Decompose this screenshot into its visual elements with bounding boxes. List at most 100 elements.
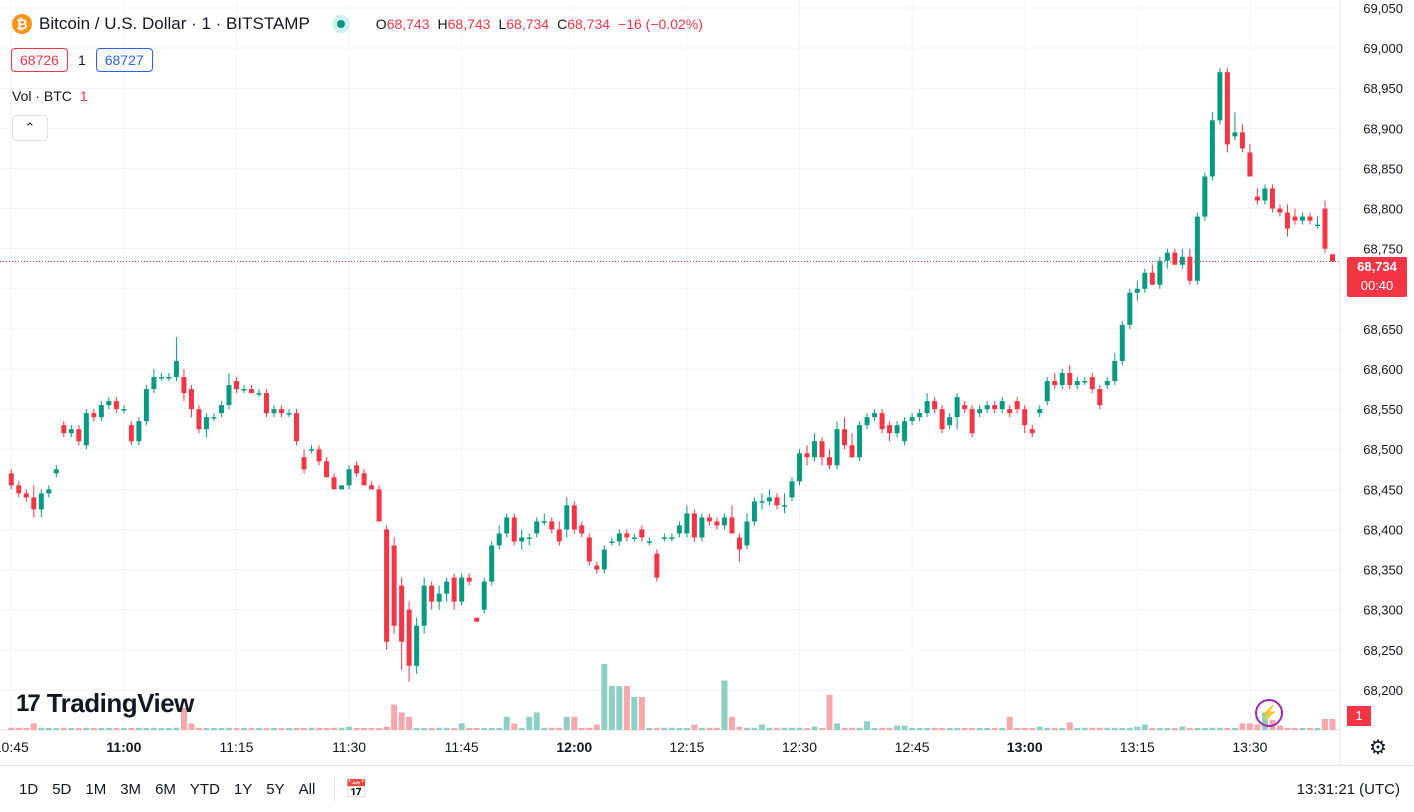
candle-body — [1239, 132, 1245, 149]
y-tick-label: 68,800 — [1363, 202, 1403, 217]
volume-bar — [713, 727, 720, 730]
symbol-title[interactable]: Bitcoin / U.S. Dollar · 1 · BITSTAMP — [39, 14, 310, 33]
ask-button[interactable]: 68727 — [95, 48, 153, 72]
volume-bar — [1179, 726, 1186, 730]
candle-body — [489, 545, 495, 582]
y-tick-label: 68,550 — [1363, 402, 1403, 417]
volume-bar — [1216, 727, 1223, 730]
volume-bar — [308, 727, 315, 730]
candle-body — [999, 401, 1005, 410]
volume-bar — [781, 727, 788, 730]
candle-body — [879, 413, 885, 430]
volume-bar — [1306, 728, 1313, 730]
y-tick-label: 68,600 — [1363, 362, 1403, 377]
volume-bar — [210, 728, 217, 730]
volume-bar — [38, 727, 45, 730]
volume-bar — [638, 697, 645, 730]
volume-bar — [488, 728, 495, 730]
volume-bar — [225, 727, 232, 730]
bar-countdown: 00:40 — [1360, 278, 1394, 293]
volume-bar — [105, 728, 112, 730]
candle-body — [354, 465, 360, 474]
candle-body — [842, 429, 848, 446]
utc-clock[interactable]: 13:31:21 (UTC) — [1296, 780, 1400, 798]
candle-body — [369, 485, 375, 490]
candle-body — [849, 445, 855, 458]
candle-body — [211, 417, 217, 419]
range-ytd-button[interactable]: YTD — [189, 780, 220, 798]
range-3m-button[interactable]: 3M — [120, 780, 142, 798]
volume-bar — [751, 727, 758, 730]
volume-bar — [1321, 719, 1328, 730]
volume-bar — [924, 728, 931, 730]
volume-bar — [616, 686, 623, 730]
volume-bar — [218, 728, 225, 730]
tradingview-logo[interactable]: 17 TradingView — [16, 688, 194, 719]
y-tick-label: 68,450 — [1363, 482, 1403, 497]
volume-bar — [683, 728, 690, 730]
market-status-icon[interactable] — [331, 15, 350, 33]
candle-body — [414, 625, 420, 666]
volume-bar — [578, 728, 585, 730]
volume-bar — [1164, 728, 1171, 730]
volume-bar — [668, 727, 675, 730]
candle-body — [631, 537, 637, 539]
volume-bar — [728, 716, 735, 730]
candle-body — [188, 389, 194, 410]
candle-body — [1082, 381, 1088, 383]
candle-body — [384, 529, 390, 642]
volume-bar — [263, 728, 270, 730]
volume-bar — [1096, 727, 1103, 730]
range-1d-button[interactable]: 1D — [19, 780, 39, 798]
range-1y-button[interactable]: 1Y — [233, 780, 253, 798]
x-tick-label: 11:45 — [445, 739, 479, 755]
volume-bar — [976, 728, 983, 730]
bid-button[interactable]: 68726 — [11, 48, 68, 72]
volume-bar — [736, 726, 743, 730]
range-all-button[interactable]: All — [298, 780, 316, 798]
settings-gear-icon[interactable]: ⚙ — [1369, 737, 1387, 759]
volume-bar — [203, 728, 210, 730]
candle-body — [481, 581, 487, 610]
candle-body — [1277, 208, 1283, 213]
volume-bar — [391, 704, 398, 730]
range-5y-button[interactable]: 5Y — [266, 780, 285, 798]
volume-bar — [646, 728, 653, 730]
candle-body — [331, 477, 337, 490]
go-to-date-calendar-icon[interactable]: 📅 — [345, 778, 368, 799]
candle-body — [864, 417, 870, 426]
candle-body — [511, 517, 517, 542]
candle-body — [729, 517, 735, 534]
candle-body — [1104, 381, 1110, 386]
candle-body — [1157, 260, 1163, 285]
volume-bar — [180, 708, 187, 730]
collapse-legend-button[interactable]: ⌃ — [12, 115, 48, 141]
volume-bar — [811, 726, 818, 730]
volume-bar — [961, 728, 968, 730]
candle-body — [38, 493, 44, 510]
candle-body — [887, 425, 893, 434]
ohlc-values: O68,743 H68,743 L68,734 C68,734 −16 (−0.… — [375, 16, 703, 32]
candle-body — [106, 401, 112, 406]
candle-body — [917, 413, 923, 418]
candle-body — [684, 513, 690, 534]
volume-bar — [98, 728, 105, 730]
volume-bar — [511, 723, 518, 730]
range-5d-button[interactable]: 5D — [52, 780, 72, 798]
volume-bar — [916, 728, 923, 730]
candle-body — [1202, 176, 1208, 217]
candlestick-chart[interactable]: 68,200 68,250 68,300 68,350 68,400 68,450 68,5… — [0, 0, 1414, 765]
candle-body — [812, 441, 818, 458]
range-1m-button[interactable]: 1M — [85, 780, 107, 798]
volume-bar — [1201, 728, 1208, 730]
range-6m-button[interactable]: 6M — [155, 780, 176, 798]
candle-body — [31, 497, 37, 510]
candle-body — [1089, 377, 1095, 390]
volume-bar — [150, 727, 157, 730]
volume-bar — [496, 728, 503, 730]
lightning-icon[interactable]: ⚡ — [1255, 699, 1283, 727]
candle-body — [894, 425, 900, 434]
x-tick-label: 11:30 — [332, 739, 366, 755]
candle-body — [196, 409, 202, 430]
volume-bar — [541, 727, 548, 730]
